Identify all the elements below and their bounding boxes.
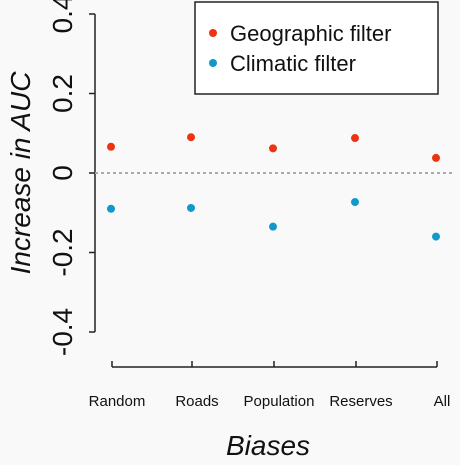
legend-box xyxy=(194,1,439,95)
x-axis-title: Biases xyxy=(226,430,310,461)
legend: Geographic filter Climatic filter xyxy=(194,1,439,95)
y-tick-label-0: -0.4 xyxy=(47,308,78,356)
point-climatic-population xyxy=(269,222,277,231)
point-geographic-population xyxy=(269,144,277,153)
x-tick-label-0: Random xyxy=(89,393,146,410)
point-climatic-roads xyxy=(187,203,195,212)
y-tick-label-1: -0.2 xyxy=(47,228,78,276)
point-climatic-all xyxy=(432,232,440,241)
legend-label-climatic: Climatic filter xyxy=(230,51,356,76)
point-climatic-reserves xyxy=(351,198,359,207)
point-geographic-random xyxy=(107,142,115,151)
point-geographic-all xyxy=(432,153,440,162)
point-climatic-random xyxy=(107,204,115,213)
x-tick-label-1: Roads xyxy=(175,393,218,410)
y-tick-label-4: 0.4 xyxy=(47,0,78,33)
y-axis-title: Increase in AUC xyxy=(5,71,36,275)
point-geographic-roads xyxy=(187,133,195,142)
y-tick-label-3: 0.2 xyxy=(47,74,78,113)
point-geographic-reserves xyxy=(351,134,359,143)
x-tick-label-2: Population xyxy=(244,393,315,410)
y-ticks: -0.4 -0.2 0 0.2 0.4 xyxy=(47,0,95,356)
x-tick-label-4: All xyxy=(434,393,451,410)
x-ticks: Random Roads Population Reserves All xyxy=(89,361,451,410)
legend-label-geographic: Geographic filter xyxy=(230,21,391,46)
data-points xyxy=(107,133,440,241)
x-tick-label-3: Reserves xyxy=(329,393,392,410)
legend-marker-geographic xyxy=(209,29,217,37)
y-tick-label-2: 0 xyxy=(47,165,78,181)
legend-marker-climatic xyxy=(209,59,217,67)
